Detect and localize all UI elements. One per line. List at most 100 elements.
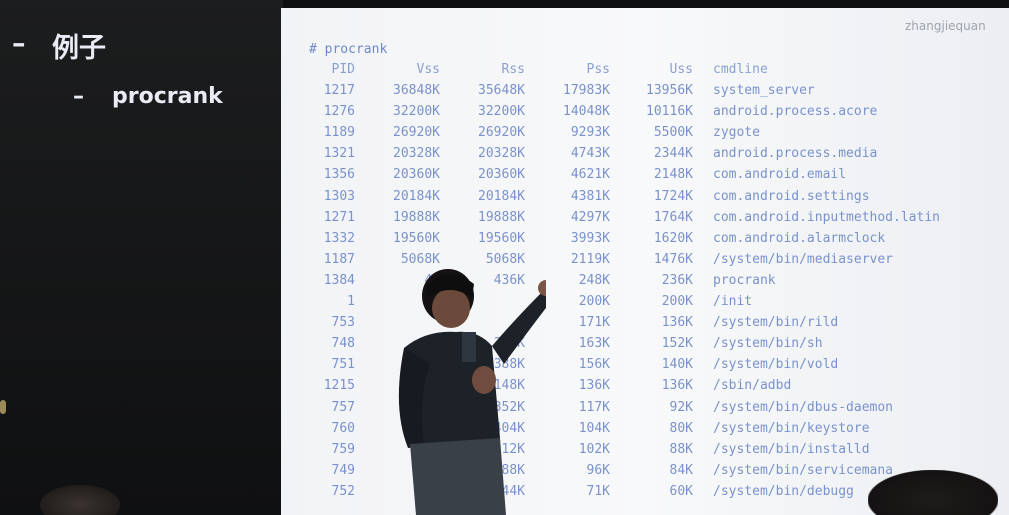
table-cell: /init [713, 294, 753, 310]
table-cell: 19888K [393, 209, 440, 225]
table-cell: /system/bin/debugg [713, 483, 854, 499]
table-cell: 5500K [653, 125, 693, 141]
table-cell: /system/bin/rild [713, 315, 839, 331]
table-cell: 96K [586, 462, 610, 478]
table-cell: 5068K [485, 251, 525, 267]
table-cell: 19888K [478, 209, 525, 225]
audience-head [868, 470, 998, 515]
table-cell: /system/bin/sh [713, 336, 823, 352]
table-cell: 20328K [478, 146, 525, 162]
table-cell: 14048K [563, 104, 610, 120]
table-cell: system_server [713, 83, 815, 99]
table-cell: 136K [661, 315, 693, 331]
header-cell: Pss [586, 62, 610, 77]
table-cell: 1187 [323, 251, 355, 267]
table-cell: 102K [578, 441, 610, 457]
table-cell: 1620K [653, 230, 693, 246]
table-cell: 19560K [393, 230, 440, 246]
table-cell: 117K [578, 399, 610, 415]
table-cell: com.android.settings [713, 188, 870, 204]
table-cell: 436K [493, 272, 525, 288]
table-cell: 200K [578, 294, 610, 310]
table-cell: 752 [331, 483, 355, 499]
table-cell: 136K [661, 378, 693, 394]
slide-panel: – 例子 – procrank [0, 0, 283, 515]
audience-head [40, 485, 120, 515]
table-cell: 80K [669, 420, 693, 436]
table-cell: 1476K [653, 251, 693, 267]
table-cell: 152K [661, 336, 693, 352]
table-cell: 753 [331, 315, 355, 331]
table-cell: /system/bin/dbus-daemon [713, 399, 894, 415]
table-cell: 760 [331, 420, 355, 436]
table-cell: 10116K [646, 104, 693, 120]
table-cell: 19560K [478, 230, 525, 246]
table-cell: 32200K [478, 104, 525, 120]
table-cell: 20360K [393, 167, 440, 183]
table-cell: 749 [331, 462, 355, 478]
table-cell: 1271 [323, 209, 355, 225]
table-cell: 20184K [478, 188, 525, 204]
table-cell: 759 [331, 441, 355, 457]
table-cell: 20184K [393, 188, 440, 204]
table-cell: android.process.acore [713, 104, 878, 120]
header-cell: Uss [669, 62, 693, 77]
table-cell: 20360K [478, 167, 525, 183]
table-cell: 60K [669, 483, 693, 499]
table-cell: 751 [331, 357, 355, 373]
table-cell: /system/bin/servicemana [713, 462, 894, 478]
table-cell: 1215 [323, 378, 355, 394]
table-cell: 4743K [570, 146, 610, 162]
header-cell: cmdline [713, 62, 768, 77]
table-cell: 1189 [323, 125, 355, 141]
table-cell: 35648K [478, 83, 525, 99]
header-cell: Vss [416, 62, 440, 77]
table-cell: 26920K [478, 125, 525, 141]
header-cell: Rss [501, 62, 525, 77]
table-cell: 71K [586, 483, 610, 499]
bullet-heading: 例子 [52, 33, 106, 64]
table-cell: 26920K [393, 125, 440, 141]
table-cell: 32200K [393, 104, 440, 120]
table-cell: 156K [578, 357, 610, 373]
table-cell: com.android.inputmethod.latin [713, 209, 940, 225]
table-cell: 312K [493, 441, 525, 457]
table-cell: 84K [669, 462, 693, 478]
table-cell: 748 [331, 336, 355, 352]
table-cell: 163K [578, 336, 610, 352]
table-cell: zygote [713, 125, 760, 141]
table-cell: 1321 [323, 146, 355, 162]
table-cell: 2344K [653, 146, 693, 162]
sub-bullet-marker: – [73, 84, 84, 109]
table-cell: 236K [661, 272, 693, 288]
table-cell: procrank [713, 272, 776, 288]
table-cell: 1217 [323, 83, 355, 99]
table-cell: 1303 [323, 188, 355, 204]
table-cell: 1332 [323, 230, 355, 246]
table-cell: 1 [347, 294, 355, 310]
table-cell: 388K [493, 357, 525, 373]
table-cell: /system/bin/vold [713, 357, 839, 373]
bullet-marker: – [12, 28, 26, 59]
table-cell: 757 [331, 399, 355, 415]
table-cell: 1276 [323, 104, 355, 120]
projection-screen [281, 8, 1009, 515]
table-cell: 404K [493, 420, 525, 436]
table-cell: 352K [493, 399, 525, 415]
watermark: zhangjiequan [905, 19, 986, 33]
table-cell: 1724K [653, 188, 693, 204]
table-cell: 104K [578, 420, 610, 436]
table-cell: /sbin/adbd [713, 378, 792, 394]
table-cell: 4621K [570, 167, 610, 183]
table-cell: /system/bin/keystore [713, 420, 870, 436]
table-cell: 2148K [653, 167, 693, 183]
table-cell: 171K [578, 315, 610, 331]
table-cell: 200K [661, 294, 693, 310]
header-cell: PID [331, 62, 355, 77]
table-cell: 9293K [570, 125, 610, 141]
table-cell: 13956K [646, 83, 693, 99]
table-cell: 4297K [570, 209, 610, 225]
table-cell: 1384 [323, 272, 355, 288]
table-cell: 140K [661, 357, 693, 373]
